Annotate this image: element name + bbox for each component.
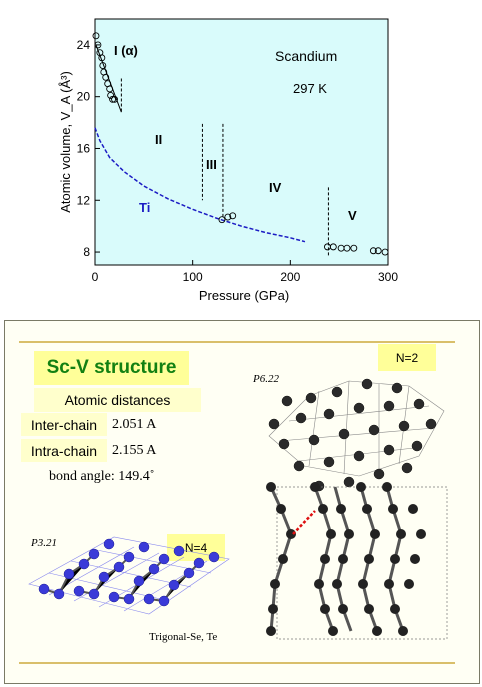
data-point: [329, 243, 337, 251]
data-point: [369, 247, 377, 255]
intra-chain-value: 2.155 A: [112, 443, 157, 458]
chain-structure-image: [266, 482, 448, 640]
x-tick-label: 0: [92, 270, 99, 284]
divider-top: [19, 341, 455, 343]
data-point: [99, 62, 107, 70]
data-point: [350, 244, 358, 252]
x-tick-label: 100: [183, 270, 203, 284]
axis-ticks: 0 100 200 300 8 12 16 20 24: [77, 38, 399, 284]
phase-boundaries: [120, 78, 329, 258]
intra-chain-label: Intra-chain: [21, 439, 107, 462]
structure-panel: Sc-V structure Atomic distances Inter-ch…: [4, 320, 480, 684]
phase-label-2: II: [155, 132, 162, 147]
ti-label: Ti: [139, 200, 150, 215]
y-tick-label: 20: [77, 90, 91, 104]
data-point: [98, 54, 106, 62]
n-count-1: N=2: [378, 344, 436, 371]
space-group-2: P3.21: [31, 537, 57, 549]
y-tick-label: 8: [83, 245, 90, 259]
data-point: [343, 244, 351, 252]
temperature-label: 297 K: [293, 81, 327, 96]
phase-label-1: I (α): [114, 43, 138, 58]
phase-label-4: IV: [269, 180, 282, 195]
ti-curve-path: [94, 127, 306, 243]
structure-caption: Trigonal-Se, Te: [149, 631, 218, 643]
data-point: [92, 32, 100, 40]
trigonal-structure-image: [28, 536, 230, 615]
space-group-1: P6.22: [253, 373, 279, 385]
x-tick-label: 200: [280, 270, 300, 284]
data-point: [107, 91, 115, 99]
inter-chain-value: 2.051 A: [112, 417, 157, 432]
y-tick-label: 16: [77, 141, 91, 155]
phase-label-3: III: [206, 157, 217, 172]
phase-label-5: V: [348, 208, 357, 223]
data-point: [229, 212, 237, 220]
y-axis-label: Atomic volume, V_A (Å³): [58, 71, 73, 213]
data-point: [381, 248, 389, 256]
inter-chain-label: Inter-chain: [21, 413, 107, 436]
x-tick-label: 300: [378, 270, 398, 284]
element-label: Scandium: [275, 48, 337, 64]
data-point: [94, 41, 102, 49]
data-point: [106, 85, 114, 93]
data-point: [218, 216, 226, 224]
data-point: [224, 213, 232, 221]
atomic-distances-label: Atomic distances: [34, 388, 201, 412]
data-point: [374, 247, 382, 255]
data-point: [111, 95, 118, 103]
bond-angle: bond angle: 149.4˚: [49, 469, 155, 484]
divider-bottom: [19, 662, 455, 664]
y-tick-label: 12: [77, 193, 91, 207]
y-tick-label: 24: [77, 38, 91, 52]
x-axis-label: Pressure (GPa): [199, 288, 289, 303]
data-point: [109, 95, 117, 103]
data-point: [102, 73, 110, 81]
phase-chart: 0 100 200 300 8 12 16 20 24 Scandium 297 K I (α)…: [58, 18, 399, 303]
data-points: [92, 32, 389, 256]
ti-curve: [94, 127, 306, 243]
plot-area: [94, 18, 389, 266]
panel-title: Sc-V structure: [34, 351, 189, 385]
